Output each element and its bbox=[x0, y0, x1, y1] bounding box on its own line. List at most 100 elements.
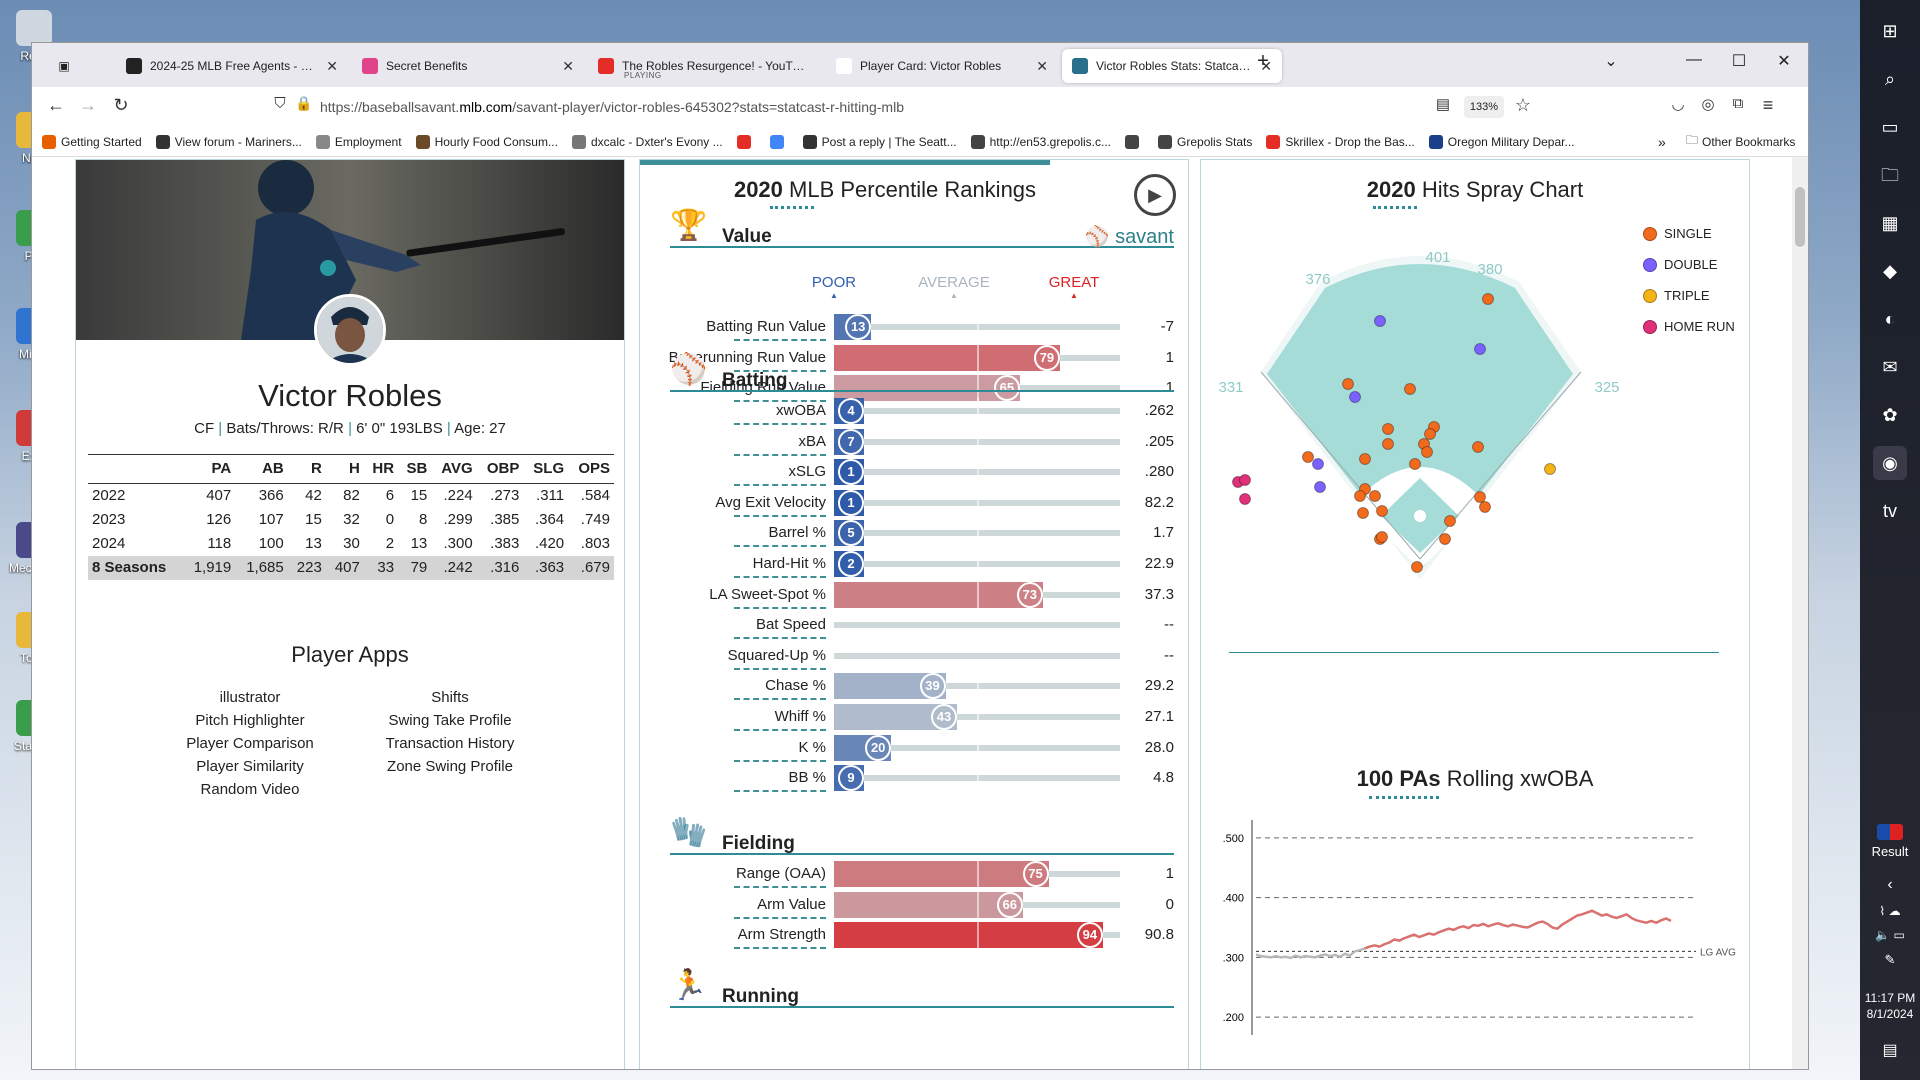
tab-2[interactable]: Secret Benefits ✕ bbox=[352, 49, 584, 83]
hit-marker[interactable] bbox=[1411, 561, 1423, 573]
hit-marker[interactable] bbox=[1376, 531, 1388, 543]
tab-3[interactable]: The Robles Resurgence! - YouTube PLAYING bbox=[588, 49, 820, 83]
metric-row[interactable]: Hard-Hit % 2 22.9 bbox=[670, 549, 1174, 579]
copilot-icon[interactable]: ◆ bbox=[1883, 261, 1897, 281]
metric-row[interactable]: Avg Exit Velocity 1 82.2 bbox=[670, 488, 1174, 518]
player-app-link[interactable]: Shifts bbox=[431, 689, 469, 706]
bookmark-item[interactable]: Post a reply | The Seatt... bbox=[802, 134, 957, 149]
metric-row[interactable]: Arm Strength 94 90.8 bbox=[670, 920, 1174, 950]
volume-icon[interactable]: 🔈 ▭ bbox=[1875, 928, 1905, 942]
bookmark-item[interactable] bbox=[1125, 134, 1144, 149]
metric-row[interactable]: BB % 9 4.8 bbox=[670, 763, 1174, 793]
hit-marker[interactable] bbox=[1444, 515, 1456, 527]
windows-icon[interactable]: ⊞ bbox=[1882, 21, 1898, 41]
hit-marker[interactable] bbox=[1472, 441, 1484, 453]
scrollbar[interactable] bbox=[1792, 157, 1808, 1069]
chevron-left-icon[interactable]: ‹ bbox=[1887, 876, 1893, 893]
url-bar[interactable]: https://baseballsavant. mlb.com/savant-pl… bbox=[300, 93, 1610, 121]
task-view-icon[interactable]: ▭ bbox=[1881, 117, 1899, 137]
bookmark-item[interactable]: View forum - Mariners... bbox=[155, 134, 302, 149]
menu-icon[interactable]: ≡ bbox=[1762, 95, 1774, 115]
hit-marker[interactable] bbox=[1482, 293, 1494, 305]
metric-row[interactable]: Squared-Up % -- bbox=[670, 641, 1174, 671]
firefox-icon[interactable]: ◉ bbox=[1873, 446, 1907, 480]
hit-marker[interactable] bbox=[1474, 491, 1486, 503]
reader-view-icon[interactable]: ▤ bbox=[1435, 96, 1451, 113]
hit-marker[interactable] bbox=[1239, 493, 1251, 505]
hit-marker[interactable] bbox=[1421, 446, 1433, 458]
metric-row[interactable]: K % 20 28.0 bbox=[670, 733, 1174, 763]
hit-marker[interactable] bbox=[1239, 474, 1251, 486]
other-bookmarks[interactable]: 🗀 Other Bookmarks bbox=[1686, 131, 1795, 152]
metric-row[interactable]: Fielding Run Value 65 1 bbox=[670, 373, 1174, 403]
bookmark-item[interactable]: Getting Started bbox=[42, 134, 142, 149]
hit-marker[interactable] bbox=[1342, 378, 1354, 390]
tab-list-chevron-icon[interactable]: ⌄ bbox=[1604, 53, 1618, 70]
hit-marker[interactable] bbox=[1474, 343, 1486, 355]
hit-marker[interactable] bbox=[1424, 428, 1436, 440]
bookmark-star-icon[interactable]: ☆ bbox=[1514, 95, 1532, 115]
tab-1[interactable]: 2024-25 MLB Free Agents - MLB ✕ bbox=[116, 49, 348, 83]
player-app-link[interactable]: Transaction History bbox=[385, 735, 515, 752]
result-label[interactable]: Result bbox=[1860, 824, 1920, 859]
maximize-button[interactable]: ☐ bbox=[1731, 53, 1747, 70]
search-icon[interactable]: ⌕ bbox=[1884, 69, 1896, 89]
pocket-icon[interactable]: ◡ bbox=[1671, 96, 1685, 113]
tab-close-icon[interactable]: ✕ bbox=[326, 57, 338, 74]
file-explorer-icon[interactable]: 🗀 bbox=[1881, 165, 1899, 185]
zoom-level[interactable]: 133% bbox=[1464, 96, 1504, 118]
metric-row[interactable]: LA Sweet-Spot % 73 37.3 bbox=[670, 580, 1174, 610]
hit-marker[interactable] bbox=[1354, 490, 1366, 502]
bookmark-item[interactable] bbox=[769, 134, 789, 149]
bookmark-item[interactable]: dxcalc - Dxter's Evony ... bbox=[571, 134, 723, 149]
metric-row[interactable]: Range (OAA) 75 1 bbox=[670, 859, 1174, 889]
bookmark-item[interactable]: Hourly Food Consum... bbox=[415, 134, 558, 149]
edge-icon[interactable]: ◐ bbox=[1884, 309, 1896, 329]
game-icon[interactable]: ✿ bbox=[1882, 405, 1898, 425]
mail-icon[interactable]: ✉ bbox=[1882, 357, 1898, 377]
hit-marker[interactable] bbox=[1302, 451, 1314, 463]
hit-marker[interactable] bbox=[1349, 391, 1361, 403]
player-app-link[interactable]: Player Comparison bbox=[186, 735, 314, 752]
close-window-button[interactable]: ✕ bbox=[1777, 53, 1791, 70]
metric-row[interactable]: Batting Run Value 13 -7 bbox=[670, 312, 1174, 342]
play-button[interactable]: ▶ bbox=[1134, 174, 1176, 216]
minimize-button[interactable]: — bbox=[1686, 51, 1702, 68]
lock-icon[interactable]: 🔒 bbox=[295, 95, 313, 111]
metric-row[interactable]: xSLG 1 .280 bbox=[670, 457, 1174, 487]
hit-marker[interactable] bbox=[1382, 423, 1394, 435]
metric-row[interactable]: Whiff % 43 27.1 bbox=[670, 702, 1174, 732]
hit-marker[interactable] bbox=[1439, 533, 1451, 545]
tab-4[interactable]: Player Card: Victor Robles ✕ bbox=[826, 49, 1058, 83]
tab-close-icon[interactable]: ✕ bbox=[562, 57, 574, 74]
bookmark-item[interactable]: http://en53.grepolis.c... bbox=[970, 134, 1111, 149]
hit-marker[interactable] bbox=[1357, 507, 1369, 519]
hit-marker[interactable] bbox=[1404, 383, 1416, 395]
player-app-link[interactable]: Random Video bbox=[200, 781, 300, 798]
metric-row[interactable]: xwOBA 4 .262 bbox=[670, 396, 1174, 426]
reload-button[interactable]: ↻ bbox=[113, 95, 129, 115]
hit-marker[interactable] bbox=[1409, 458, 1421, 470]
bookmark-item[interactable]: Grepolis Stats bbox=[1158, 134, 1252, 149]
player-app-link[interactable]: Zone Swing Profile bbox=[387, 758, 513, 775]
tab-close-icon[interactable]: ✕ bbox=[1260, 57, 1272, 74]
bookmark-item[interactable]: Skrillex - Drop the Bas... bbox=[1266, 134, 1415, 149]
forward-button[interactable]: → bbox=[79, 95, 97, 115]
bookmark-item[interactable]: Oregon Military Depar... bbox=[1428, 134, 1574, 149]
hit-marker[interactable] bbox=[1359, 453, 1371, 465]
hit-marker[interactable] bbox=[1369, 490, 1381, 502]
player-app-link[interactable]: Pitch Highlighter bbox=[195, 712, 305, 729]
bookmark-item[interactable] bbox=[736, 134, 756, 149]
hit-marker[interactable] bbox=[1314, 481, 1326, 493]
hit-marker[interactable] bbox=[1312, 458, 1324, 470]
player-app-link[interactable]: illustrator bbox=[219, 689, 281, 706]
metric-row[interactable]: Bat Speed -- bbox=[670, 610, 1174, 640]
account-icon[interactable]: ◎ bbox=[1701, 96, 1715, 113]
metric-row[interactable]: xBA 7 .205 bbox=[670, 427, 1174, 457]
hit-marker[interactable] bbox=[1382, 438, 1394, 450]
appletv-icon[interactable]: tv bbox=[1882, 501, 1897, 521]
scroll-thumb[interactable] bbox=[1795, 187, 1805, 247]
shield-icon[interactable]: ⛉ bbox=[274, 95, 286, 112]
more-bookmarks-icon[interactable]: » bbox=[1658, 133, 1666, 150]
metric-row[interactable]: Chase % 39 29.2 bbox=[670, 671, 1174, 701]
